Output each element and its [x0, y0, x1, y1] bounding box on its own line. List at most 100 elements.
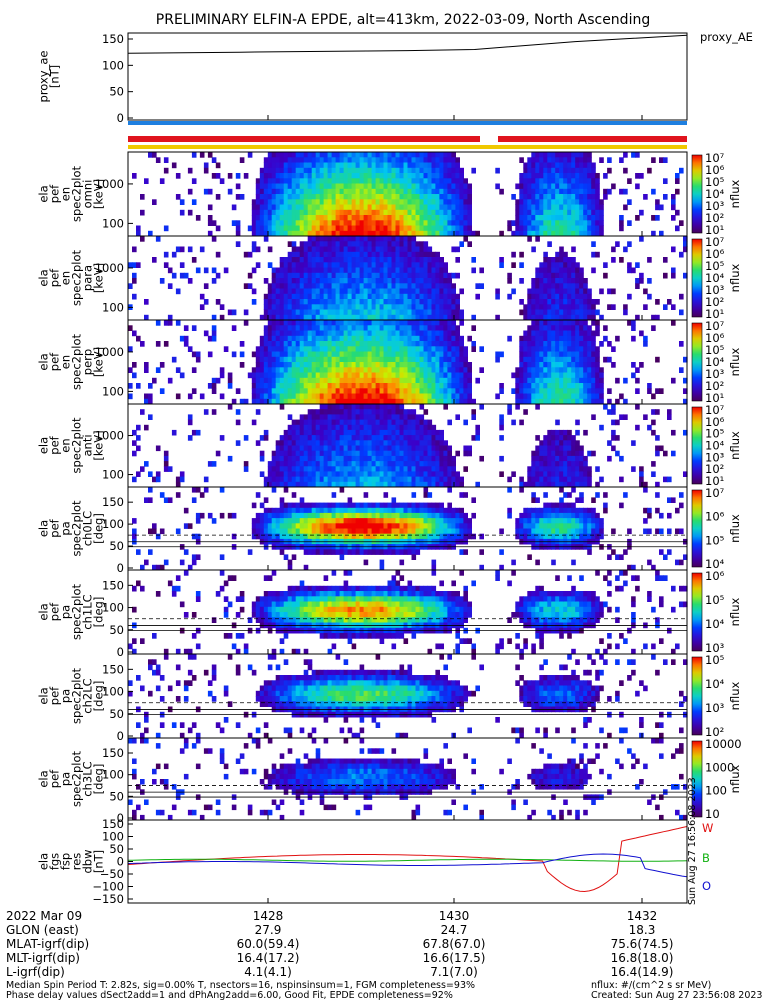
heat-cell: [395, 424, 401, 431]
heat-cell: [207, 230, 213, 237]
heat-cell: [343, 183, 349, 190]
heat-cell: [311, 409, 317, 415]
heat-cell: [379, 429, 385, 436]
heat-cell: [447, 445, 452, 452]
heat-cell: [323, 241, 329, 247]
heat-cell: [595, 388, 600, 394]
heat-cell: [415, 320, 421, 326]
heat-cell: [343, 362, 349, 368]
heat-cell: [383, 199, 389, 205]
heat-cell: [291, 461, 297, 467]
heat-cell: [403, 335, 409, 342]
heat-cell: [283, 466, 289, 472]
heat-cell: [655, 356, 660, 363]
heat-cell: [583, 466, 588, 472]
heat-cell: [547, 220, 552, 226]
heat-cell: [591, 225, 596, 232]
heat-cell: [331, 383, 337, 389]
heat-cell: [567, 278, 572, 284]
heat-cell: [587, 377, 592, 384]
heat-cell: [407, 377, 413, 384]
heat-cell: [407, 173, 413, 179]
heat-cell: [283, 257, 289, 263]
heat-cell: [563, 455, 568, 462]
heat-cell: [555, 262, 560, 268]
heat-cell: [315, 461, 321, 467]
heat-cell: [403, 476, 409, 483]
heat-cell: [307, 549, 313, 555]
heat-cell: [327, 320, 333, 326]
heat-cell: [387, 236, 393, 242]
heat-cell: [279, 335, 285, 342]
heat-cell: [431, 362, 437, 368]
colorbar-tick: 10⁴: [705, 439, 725, 453]
heat-cell: [231, 351, 237, 358]
heat-cell: [395, 362, 401, 368]
heat-cell: [679, 293, 684, 300]
heat-cell: [399, 335, 405, 342]
heat-cell: [411, 424, 417, 431]
heat-cell: [235, 225, 241, 232]
heat-cell: [539, 351, 544, 358]
heat-cell: [339, 445, 345, 452]
heat-cell: [575, 288, 580, 295]
heat-cell: [255, 262, 261, 268]
heat-cell: [623, 398, 628, 405]
heat-cell: [423, 162, 429, 169]
heat-cell: [383, 157, 389, 163]
colorbar-tick: 10¹: [705, 474, 724, 488]
heat-cell: [283, 225, 289, 232]
heat-cell: [415, 288, 421, 295]
heat-cell: [559, 341, 564, 347]
heat-cell: [327, 325, 333, 331]
heat-cell: [375, 481, 381, 488]
heat-cell: [367, 173, 373, 179]
heat-cell: [459, 173, 464, 179]
heat-cell: [148, 414, 153, 420]
heat-cell: [391, 409, 397, 415]
heat-cell: [152, 476, 157, 483]
heat-cell: [611, 435, 616, 441]
heat-cell: [351, 356, 357, 363]
heat-cell: [211, 330, 217, 337]
heat-cell: [583, 293, 588, 300]
heat-cell: [683, 236, 688, 242]
heat-cell: [275, 288, 281, 295]
heat-cell: [311, 157, 317, 163]
heat-cell: [383, 466, 389, 472]
heat-cell: [411, 351, 417, 358]
heat-cell: [423, 362, 429, 368]
heat-cell: [635, 388, 640, 394]
heat-cell: [367, 377, 373, 384]
heat-cell: [331, 372, 337, 379]
heat-cell: [347, 230, 353, 237]
heat-cell: [327, 220, 333, 226]
heat-cell: [311, 299, 317, 305]
colorbar-tick: 10⁵: [705, 259, 725, 273]
heat-cell: [319, 466, 325, 472]
heat-cell: [639, 236, 644, 242]
heat-cell: [571, 346, 576, 352]
heat-cell: [455, 341, 460, 347]
heat-cell: [303, 251, 309, 258]
heat-cell: [319, 251, 325, 258]
heat-cell: [371, 471, 377, 477]
heat-cell: [415, 455, 421, 462]
heat-cell: [239, 341, 245, 347]
heat-cell: [455, 398, 460, 405]
heat-cell: [395, 393, 401, 400]
heat-cell: [459, 341, 464, 347]
heat-cell: [359, 455, 365, 462]
heat-cell: [271, 455, 277, 462]
heat-cell: [179, 199, 185, 205]
heat-cell: [387, 278, 393, 284]
heat-cell: [415, 309, 421, 316]
heat-cell: [275, 356, 281, 363]
heat-cell: [555, 377, 560, 384]
heat-cell: [347, 157, 353, 163]
heat-cell: [439, 466, 444, 472]
heat-cell: [395, 461, 401, 467]
heat-cell: [191, 429, 197, 436]
heat-cell: [451, 393, 456, 400]
heat-cell: [343, 424, 349, 431]
